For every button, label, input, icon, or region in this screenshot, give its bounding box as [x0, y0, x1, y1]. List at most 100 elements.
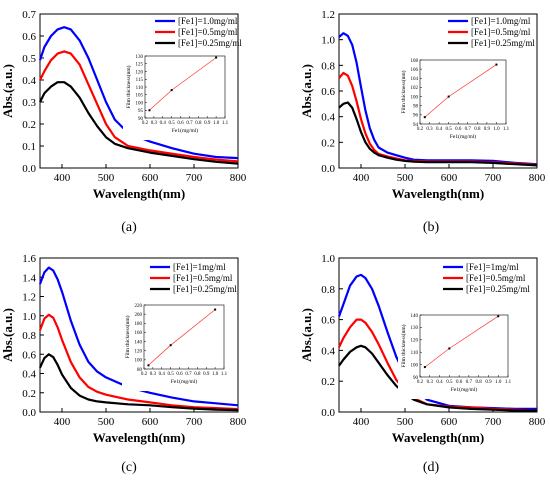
- inset-y-tick-label: 130: [136, 55, 144, 60]
- inset-x-tick-label: 1.1: [221, 372, 228, 377]
- inset-y-tick-label: 120: [136, 70, 144, 75]
- inset-x-tick-label: 0.3: [151, 121, 158, 126]
- panel-caption: (c): [121, 460, 137, 475]
- series-line-2: [338, 318, 538, 412]
- inset-y-tick-label: 96: [413, 114, 419, 119]
- y-tick-label: 1.6: [22, 253, 36, 265]
- inset-background: [122, 299, 232, 391]
- legend: [Fe1]=1.0mg/ml[Fe1]=0.5mg/ml[Fe1]=0.25mg…: [448, 16, 535, 48]
- x-tick-label: 600: [142, 416, 159, 428]
- y-tick-label: 0.6: [321, 315, 335, 327]
- inset-y-axis-title: Film thickness(nm): [124, 315, 131, 358]
- inset-data-point: [495, 63, 498, 66]
- inset-data-point: [215, 56, 218, 59]
- y-tick-label: 0.7: [22, 9, 36, 21]
- inset-data-point: [148, 109, 151, 112]
- legend-label: [Fe1]=1mg/ml: [173, 262, 226, 272]
- inset-x-axis-title: Fe1(mg/ml): [171, 378, 197, 385]
- y-axis-title: Abs.(a.u.): [299, 64, 314, 118]
- y-tick-label: 0.6: [321, 86, 335, 98]
- inset-x-tick-label: 0.2: [141, 372, 148, 377]
- inset-chart: 0.2 0.3 0.4 0.5 0.6 0.7 0.8 0.9 1.0 1.1 94 96 98 100 1…: [398, 54, 514, 146]
- inset-x-tick-label: 1.0: [493, 127, 500, 132]
- inset-x-tick-label: 0.5: [446, 380, 453, 385]
- inset-y-tick-label: 160: [135, 331, 143, 336]
- inset-x-tick-label: 0.5: [169, 121, 176, 126]
- inset-y-tick-label: 100: [135, 359, 143, 364]
- x-tick-label: 600: [142, 172, 159, 184]
- x-tick-label: 600: [441, 172, 458, 184]
- y-tick-label: 1.0: [22, 311, 36, 323]
- y-tick-label: 0.2: [321, 137, 335, 149]
- inset-y-tick-label: 108: [411, 59, 419, 64]
- legend-label: [Fe1]=0.25mg/ml: [178, 38, 242, 48]
- inset-data-point: [447, 95, 450, 98]
- inset-x-axis-title: Fe1(mg/ml): [450, 133, 476, 140]
- y-axis-title: Abs.(a.u.): [0, 64, 15, 118]
- inset-y-tick-label: 120: [411, 339, 419, 344]
- inset-x-tick-label: 0.8: [195, 121, 202, 126]
- x-tick-label: 800: [529, 172, 546, 184]
- inset-x-tick-label: 1.0: [212, 372, 219, 377]
- inset-x-tick-label: 1.1: [505, 380, 512, 385]
- y-tick-label: 0.8: [321, 60, 335, 72]
- inset-y-tick-label: 220: [135, 304, 143, 309]
- y-tick-label: 0.4: [22, 369, 36, 381]
- inset-y-tick-label: 115: [136, 78, 144, 83]
- inset-x-tick-label: 0.6: [177, 121, 184, 126]
- inset-data-point: [169, 344, 172, 347]
- inset-y-axis-title: Film thickness(nm): [400, 324, 407, 367]
- inset-x-tick-label: 0.2: [142, 121, 149, 126]
- inset-y-axis-title: Film thickness(nm): [400, 70, 407, 113]
- y-tick-label: 1.2: [321, 9, 335, 21]
- legend-label: [Fe1]=0.5mg/ml: [178, 27, 238, 37]
- series-line-3: [338, 344, 537, 412]
- inset-chart: 0.2 0.3 0.4 0.5 0.6 0.7 0.8 0.9 1.0 1.1 90 100 110 12…: [398, 309, 516, 399]
- inset-x-tick-label: 0.3: [150, 372, 157, 377]
- inset-x-tick-label: 0.9: [485, 380, 492, 385]
- panel-caption: (b): [423, 220, 440, 235]
- x-tick-label: 500: [397, 172, 414, 184]
- inset-x-tick-label: 0.9: [203, 372, 210, 377]
- legend-label: [Fe1]=0.5mg/ml: [466, 273, 526, 283]
- y-tick-label: 0.2: [321, 376, 335, 388]
- inset-data-point: [170, 89, 173, 92]
- x-tick-label: 500: [397, 416, 414, 428]
- inset-y-tick-label: 98: [413, 105, 419, 110]
- plot-frame: [39, 13, 239, 169]
- y-tick-label: 0.4: [321, 112, 335, 124]
- y-tick-label: 0.6: [22, 349, 36, 361]
- inset-data-point: [423, 116, 426, 119]
- inset-data-point: [214, 308, 217, 311]
- inset-x-tick-label: 0.8: [474, 127, 481, 132]
- series-line-1: [38, 266, 239, 407]
- inset-x-axis-title: Fe1(mg/ml): [172, 127, 198, 134]
- legend-label: [Fe1]=1mg/ml: [466, 262, 519, 272]
- x-tick-label: 500: [98, 416, 115, 428]
- chart-panel-2: 400 500 600 700 800 0.0 0.2 0.4 0.6 0.8 1.0 1.2 Wave…: [299, 9, 546, 235]
- series-line-1: [338, 32, 538, 166]
- y-tick-label: 0.3: [22, 97, 36, 109]
- inset-y-tick-label: 110: [411, 351, 419, 356]
- inset-data-point: [147, 364, 150, 367]
- legend: [Fe1]=1.0mg/ml[Fe1]=0.5mg/ml[Fe1]=0.25mg…: [155, 16, 242, 48]
- inset-y-tick-label: 80: [137, 368, 143, 373]
- inset-x-tick-label: 0.9: [204, 121, 211, 126]
- x-tick-label: 700: [186, 416, 203, 428]
- inset-y-tick-label: 120: [135, 350, 143, 355]
- inset-x-tick-label: 1.0: [213, 121, 220, 126]
- series-line-2: [39, 50, 239, 163]
- y-tick-label: 0.4: [22, 75, 36, 87]
- y-tick-label: 0.2: [22, 119, 36, 131]
- legend: [Fe1]=1mg/ml[Fe1]=0.5mg/ml[Fe1]=0.25mg/m…: [150, 262, 237, 294]
- inset-y-tick-label: 125: [136, 63, 144, 68]
- inset-y-tick-label: 105: [136, 94, 144, 99]
- inset-x-tick-label: 0.7: [185, 372, 192, 377]
- x-tick-label: 500: [98, 172, 115, 184]
- inset-chart: 0.2 0.3 0.4 0.5 0.6 0.7 0.8 0.9 1.0 1.1 80 100 120 14…: [122, 299, 232, 391]
- inset-x-tick-label: 0.4: [160, 121, 167, 126]
- inset-data-point: [423, 366, 426, 369]
- inset-y-tick-label: 140: [135, 340, 143, 345]
- inset-x-tick-label: 0.2: [417, 127, 424, 132]
